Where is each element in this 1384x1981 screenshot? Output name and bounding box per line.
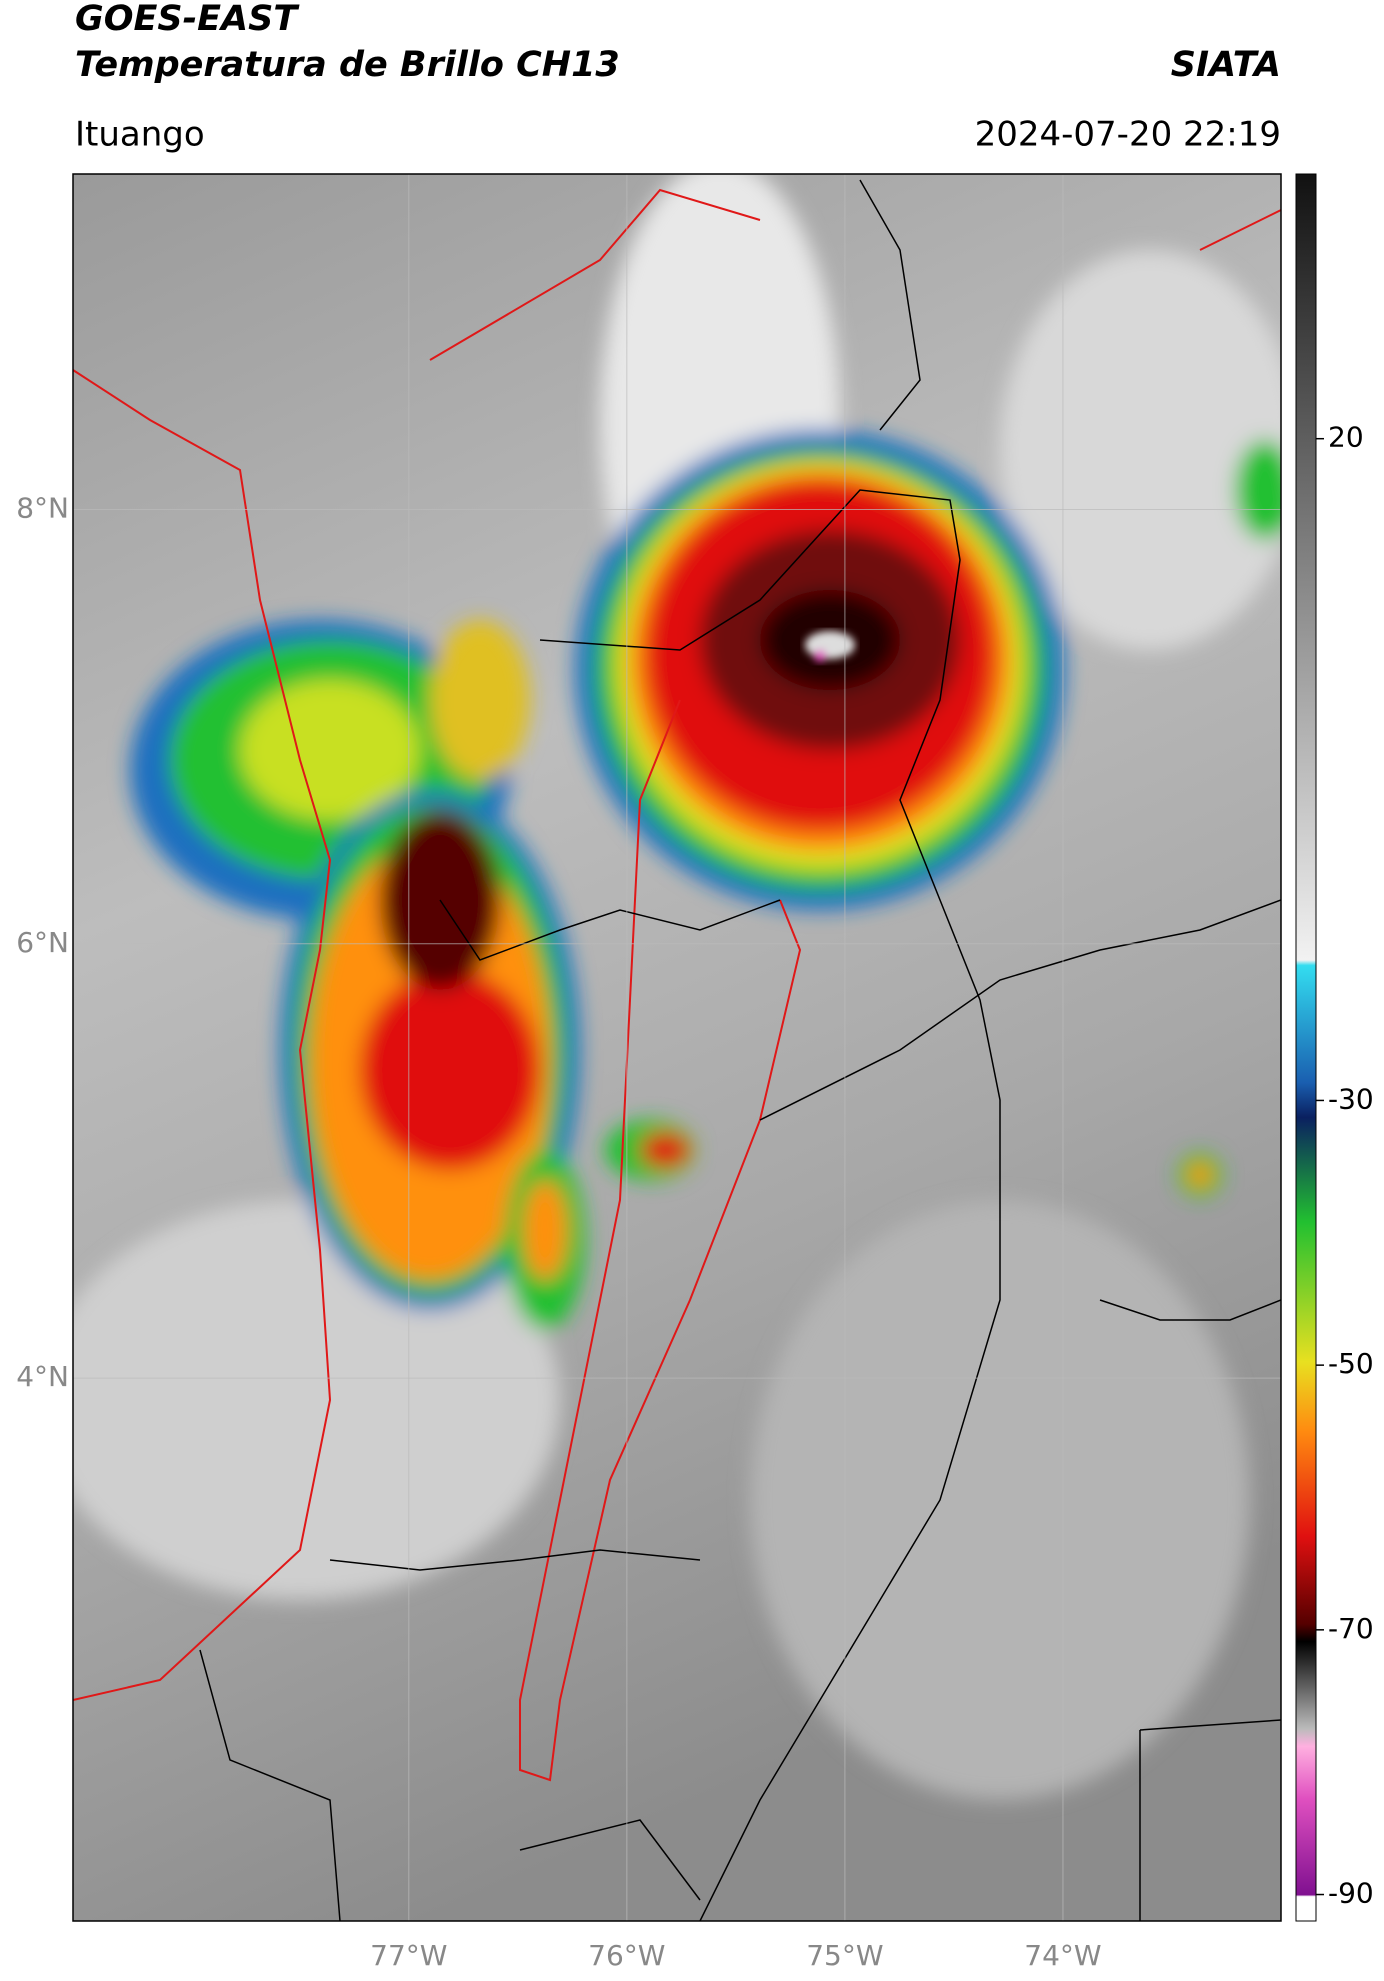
datetime: 2024-07-20 22:19 <box>975 115 1281 155</box>
title: GOES-EAST <box>75 0 300 39</box>
source: SIATA <box>1171 45 1281 85</box>
lon-tick-label: 77°W <box>370 1939 447 1972</box>
lat-tick-label: 6°N <box>16 926 69 959</box>
satellite-image <box>73 174 1281 1921</box>
map-frame <box>72 173 1282 1922</box>
lat-tick-label: 8°N <box>16 492 69 525</box>
colorbar-tick-label: 20 <box>1328 421 1364 454</box>
lon-tick-label: 75°W <box>806 1939 883 1972</box>
colorbar <box>1295 173 1317 1922</box>
colorbar-tick-label: -50 <box>1328 1347 1374 1380</box>
colorbar-tick-label: -30 <box>1328 1082 1374 1115</box>
graticule <box>73 174 1281 1921</box>
subtitle: Temperatura de Brillo CH13 <box>75 45 620 85</box>
lon-tick-label: 74°W <box>1024 1939 1101 1972</box>
lat-tick-label: 4°N <box>16 1360 69 1393</box>
location: Ituango <box>75 115 205 155</box>
lon-tick-label: 76°W <box>588 1939 665 1972</box>
colorbar-tick-label: -70 <box>1328 1612 1374 1645</box>
colorbar-tick-label: -90 <box>1328 1877 1374 1910</box>
